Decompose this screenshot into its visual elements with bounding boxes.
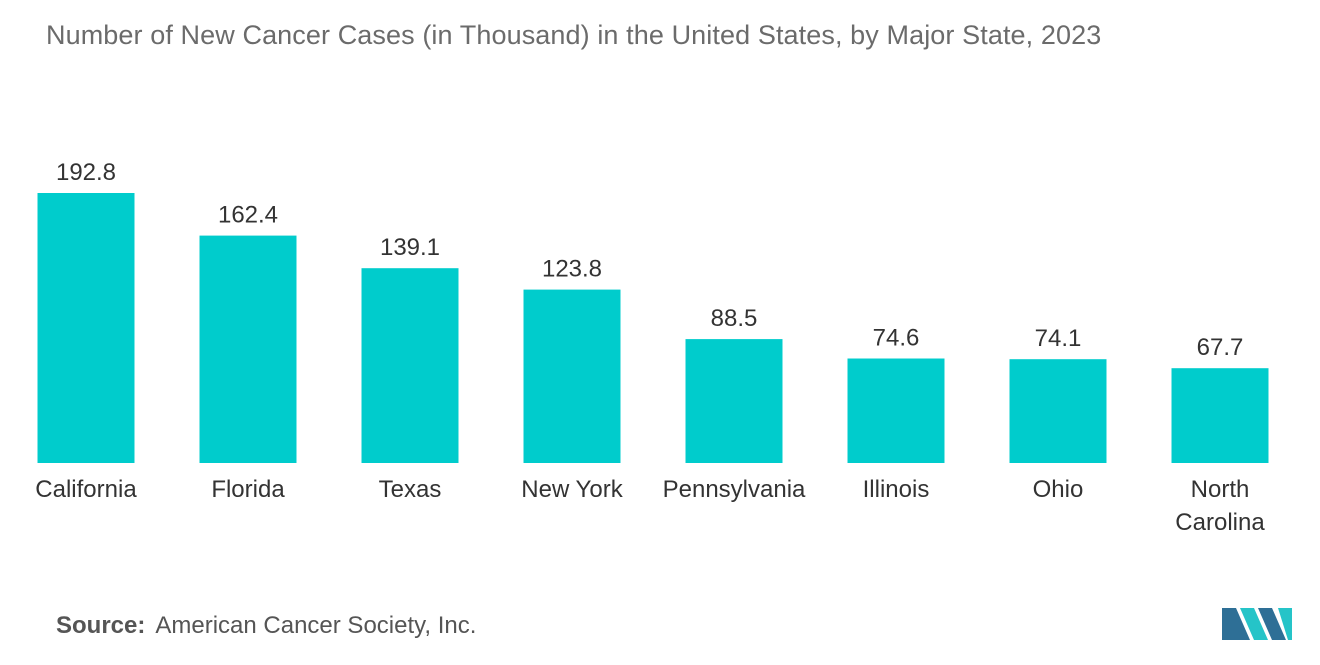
x-tick-label: North — [1191, 476, 1250, 503]
x-tick-label: Carolina — [1175, 509, 1265, 536]
source-text: American Cancer Society, Inc. — [155, 612, 477, 639]
x-tick-label: Florida — [211, 476, 285, 503]
bar-new-york — [523, 289, 621, 463]
x-tick-label: New York — [521, 476, 623, 503]
bar-texas — [361, 268, 459, 463]
x-tick-label: Pennsylvania — [663, 476, 806, 503]
bar-florida — [199, 235, 297, 463]
data-label: 192.8 — [56, 159, 116, 186]
data-label: 123.8 — [542, 256, 602, 283]
bar-chart: 192.8 California 162.4 Florida 139.1 Texas 123… — [35, 159, 1269, 536]
bar-north-carolina — [1171, 368, 1269, 463]
bar-pennsylvania — [685, 339, 783, 463]
data-label: 88.5 — [711, 305, 758, 332]
data-label: 67.7 — [1197, 334, 1244, 361]
data-label: 139.1 — [380, 234, 440, 261]
source-label: Source: — [56, 612, 146, 639]
data-label: 74.1 — [1035, 325, 1082, 352]
x-tick-label: Illinois — [863, 476, 930, 503]
bar-california — [37, 193, 135, 463]
x-tick-label: Texas — [379, 476, 442, 503]
data-label: 162.4 — [218, 202, 278, 229]
chart-title: Number of New Cancer Cases (in Thousand)… — [46, 20, 1102, 50]
x-tick-label: Ohio — [1033, 476, 1084, 503]
source-line: Source: American Cancer Society, Inc. — [56, 612, 476, 640]
brand-logo-icon — [1222, 608, 1292, 640]
bar-illinois — [847, 358, 945, 463]
data-label: 74.6 — [873, 325, 920, 352]
bar-ohio — [1009, 359, 1107, 463]
x-tick-label: California — [35, 476, 137, 503]
